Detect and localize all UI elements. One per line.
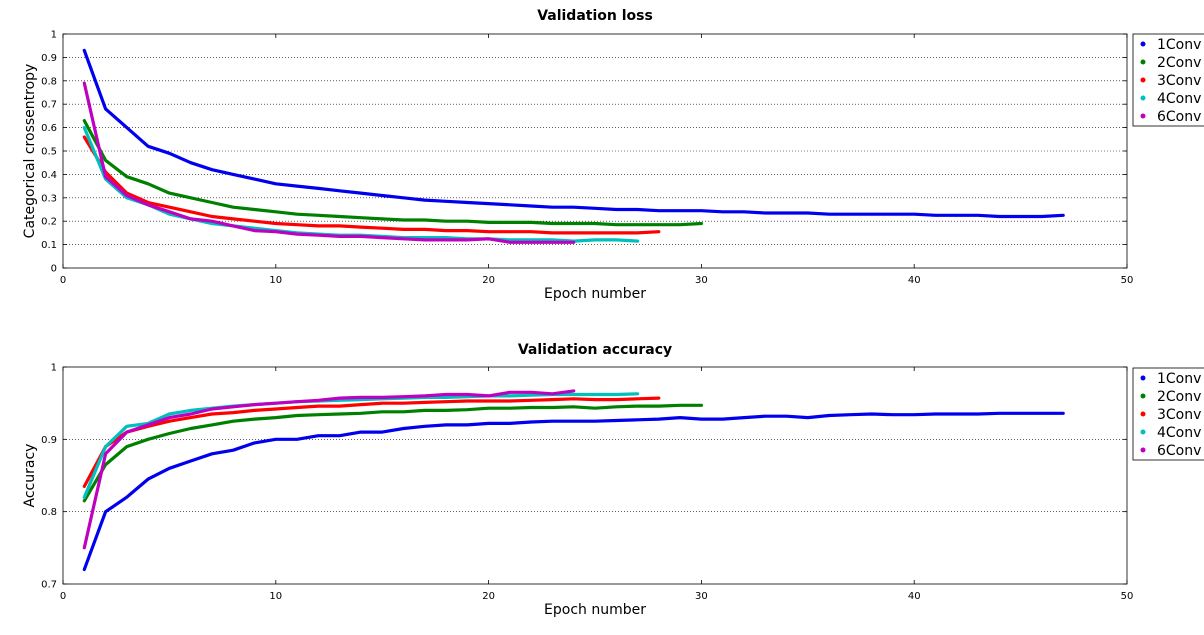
x-tick-label: 10 (269, 591, 282, 602)
series-line-2conv (82, 118, 704, 227)
x-tick-label: 30 (695, 275, 708, 286)
x-tick-label: 40 (908, 591, 921, 602)
legend: 1Conv 2Conv 3Conv 4Conv 6Conv (1132, 367, 1204, 461)
legend-label: 3Conv (1157, 73, 1201, 89)
y-tick-label: 0.6 (41, 123, 57, 134)
legend-label: 1Conv (1157, 37, 1201, 53)
legend-marker (1140, 429, 1146, 435)
legend: 1Conv 2Conv 3Conv 4Conv 6Conv (1132, 33, 1204, 127)
x-tick-label: 40 (908, 275, 921, 286)
y-tick-label: 0.5 (41, 147, 57, 158)
y-axis-label: Categorical crossentropy (22, 64, 38, 239)
y-tick-label: 1 (51, 363, 57, 374)
x-tick-label: 0 (60, 591, 66, 602)
x-axis-label: Epoch number (544, 602, 646, 618)
series-line-6conv (82, 81, 576, 244)
x-tick-label: 0 (60, 275, 66, 286)
legend-marker (1140, 77, 1146, 83)
x-tick-label: 50 (1121, 275, 1134, 286)
y-tick-label: 0.3 (41, 193, 57, 204)
y-tick-label: 0.9 (41, 53, 57, 64)
plot-frame (62, 366, 1128, 585)
x-axis-label: Epoch number (544, 286, 646, 302)
y-tick-label: 0.4 (41, 170, 57, 181)
series-line-1conv (82, 411, 1065, 572)
legend-label: 3Conv (1157, 407, 1201, 423)
y-tick-label: 0.7 (41, 100, 57, 111)
legend-label: 6Conv (1157, 443, 1201, 459)
x-tick-label: 30 (695, 591, 708, 602)
legend-label: 2Conv (1157, 389, 1201, 405)
legend-marker (1140, 375, 1146, 381)
x-tick-label: 20 (482, 591, 495, 602)
legend-marker (1140, 447, 1146, 453)
series-line-1conv (82, 48, 1065, 219)
legend-marker (1140, 41, 1146, 47)
legend-label: 1Conv (1157, 371, 1201, 387)
legend-marker (1140, 95, 1146, 101)
y-tick-label: 1 (51, 30, 57, 41)
series-line-6conv (82, 389, 576, 550)
legend-marker (1140, 113, 1146, 119)
x-tick-label: 20 (482, 275, 495, 286)
series-line-3conv (82, 396, 661, 488)
y-tick-label: 0.1 (41, 240, 57, 251)
legend-marker (1140, 59, 1146, 65)
y-tick-label: 0.2 (41, 217, 57, 228)
chart-title: Validation accuracy (518, 342, 672, 358)
legend-label: 4Conv (1157, 91, 1201, 107)
legend-marker (1140, 393, 1146, 399)
y-tick-label: 0 (51, 264, 57, 275)
legend-label: 6Conv (1157, 109, 1201, 125)
legend-label: 4Conv (1157, 425, 1201, 441)
legend-label: 2Conv (1157, 55, 1201, 71)
chart-title: Validation loss (537, 8, 653, 24)
x-tick-label: 50 (1121, 591, 1134, 602)
validation-loss-plot: 00.10.20.30.40.50.60.70.80.910 10 20 30 40 50… (22, 8, 1204, 302)
y-axis-label: Accuracy (22, 444, 38, 508)
y-tick-label: 0.8 (41, 507, 57, 518)
legend-marker (1140, 411, 1146, 417)
y-tick-label: 0.8 (41, 76, 57, 87)
series-line-3conv (82, 135, 661, 235)
series-line-2conv (82, 403, 704, 503)
y-tick-label: 0.7 (41, 580, 57, 591)
x-tick-label: 10 (269, 275, 282, 286)
y-tick-label: 0.9 (41, 435, 57, 446)
